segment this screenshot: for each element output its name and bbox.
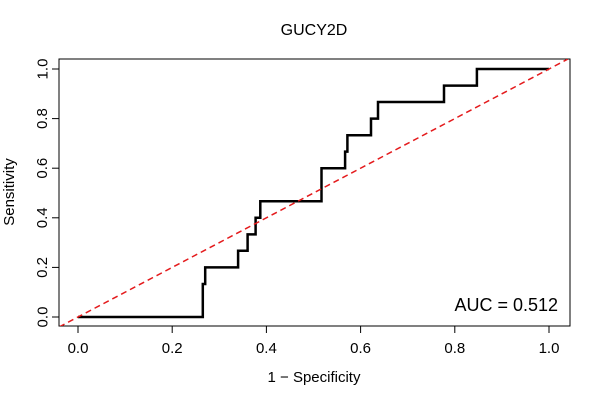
- reference-diagonal-line: [59, 59, 569, 326]
- y-axis: 0.0 0.2 0.4 0.6 0.8 1.0: [34, 59, 60, 328]
- y-tick-label: 0.0: [34, 307, 51, 328]
- x-tick-label: 0.8: [444, 340, 465, 357]
- x-axis: 0.0 0.2 0.4 0.6 0.8 1.0: [68, 325, 560, 357]
- y-tick-label: 1.0: [34, 59, 51, 80]
- chart-title: GUCY2D: [281, 22, 348, 39]
- x-tick-label: 0.6: [350, 340, 371, 357]
- y-axis-title: Sensitivity: [1, 158, 18, 226]
- x-tick-label: 0.0: [68, 340, 89, 357]
- x-tick-label: 0.4: [256, 340, 277, 357]
- y-tick-label: 0.6: [34, 158, 51, 179]
- y-tick-label: 0.8: [34, 108, 51, 129]
- y-tick-label: 0.4: [34, 207, 51, 228]
- auc-annotation: AUC = 0.512: [454, 295, 558, 315]
- y-tick-label: 0.2: [34, 257, 51, 278]
- x-tick-label: 1.0: [539, 340, 560, 357]
- series-layer: [59, 59, 569, 326]
- roc-curve: [78, 67, 549, 319]
- x-axis-title: 1 − Specificity: [268, 369, 361, 386]
- x-tick-label: 0.2: [162, 340, 183, 357]
